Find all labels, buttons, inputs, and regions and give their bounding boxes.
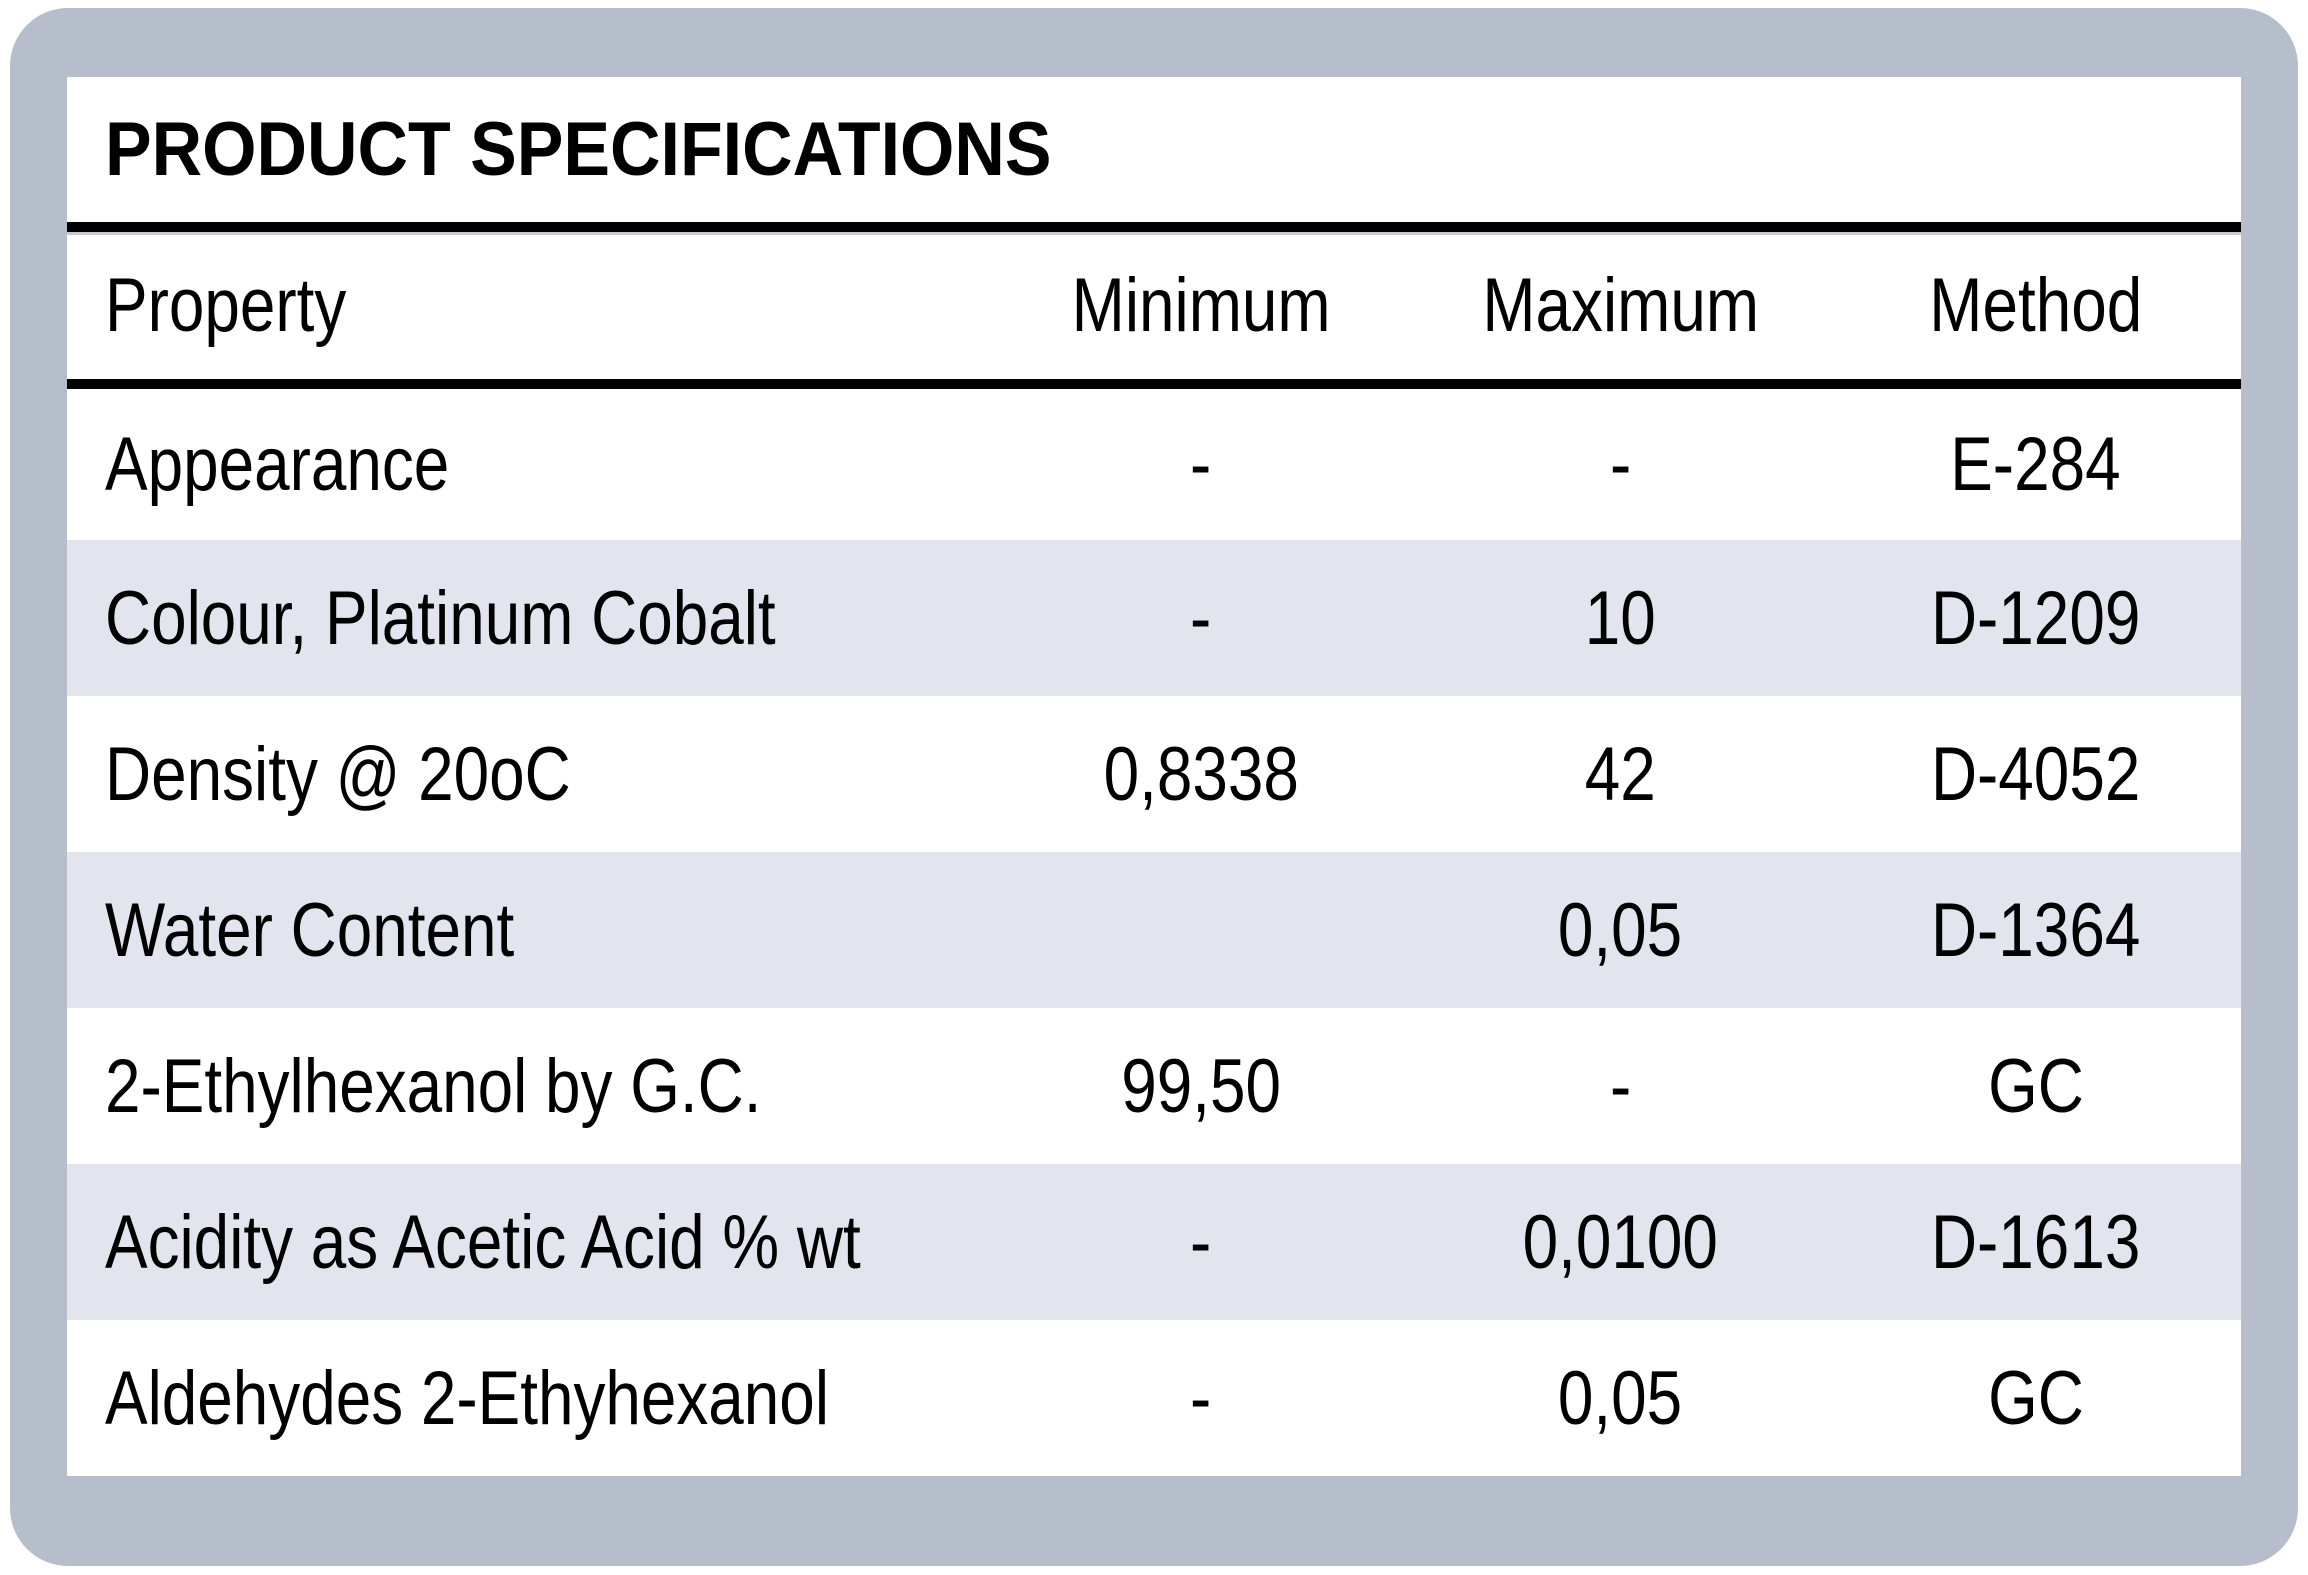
property-cell: Density @ 20oC	[67, 696, 991, 852]
minimum-value: 0,8338	[1103, 731, 1299, 817]
property-value: Appearance	[105, 422, 450, 507]
method-cell: D-4052	[1830, 696, 2241, 852]
method-value: D-1613	[1930, 1199, 2141, 1285]
maximum-value: 42	[1584, 731, 1656, 817]
maximum-cell: 0,05	[1411, 852, 1831, 1008]
minimum-value: -	[1190, 575, 1212, 661]
column-header-maximum-label: Maximum	[1481, 263, 1759, 348]
method-cell: D-1613	[1830, 1164, 2241, 1320]
table-row: Density @ 20oC 0,8338 42 D-4052	[67, 696, 2241, 852]
column-header-maximum: Maximum	[1410, 232, 1831, 389]
minimum-cell: 99,50	[991, 1008, 1411, 1164]
maximum-cell: 0,05	[1411, 1320, 1831, 1476]
table-row: Water Content 0,05 D-1364	[67, 852, 2241, 1008]
method-value: GC	[1987, 1043, 2084, 1129]
table-row: Colour, Platinum Cobalt - 10 D-1209	[67, 540, 2241, 696]
property-value: Acidity as Acetic Acid % wt	[105, 1199, 861, 1285]
minimum-cell: -	[991, 1320, 1411, 1476]
column-header-method-label: Method	[1929, 263, 2143, 348]
property-cell: Appearance	[67, 384, 991, 540]
maximum-value: 0,05	[1558, 887, 1683, 973]
column-header-property-label: Property	[105, 263, 347, 348]
page-title: PRODUCT SPECIFICATIONS	[105, 107, 1052, 192]
minimum-value: -	[1190, 422, 1212, 507]
column-header-minimum: Minimum	[990, 232, 1411, 389]
minimum-value: -	[1190, 1355, 1212, 1441]
spec-card: PRODUCT SPECIFICATIONS Property Minimum …	[67, 77, 2241, 1476]
property-value: Aldehydes 2-Ethyhexanol	[105, 1355, 830, 1441]
method-value: D-1364	[1930, 887, 2141, 973]
maximum-value: -	[1609, 1043, 1631, 1129]
property-cell: Acidity as Acetic Acid % wt	[67, 1164, 991, 1320]
property-value: Water Content	[105, 887, 515, 973]
method-value: GC	[1987, 1355, 2084, 1441]
maximum-value: 0,05	[1558, 1355, 1683, 1441]
property-cell: Water Content	[67, 852, 991, 1008]
property-cell: 2-Ethylhexanol by G.C.	[67, 1008, 991, 1164]
maximum-cell: -	[1411, 384, 1831, 540]
title-rule	[67, 222, 2241, 232]
maximum-value: 10	[1584, 575, 1656, 661]
maximum-cell: 42	[1411, 696, 1831, 852]
maximum-value: 0,0100	[1522, 1199, 1718, 1285]
table-row: Appearance - - E-284	[67, 384, 2241, 540]
method-cell: E-284	[1830, 384, 2241, 540]
column-header-property: Property	[67, 232, 991, 389]
method-cell: GC	[1830, 1008, 2241, 1164]
column-header-minimum-label: Minimum	[1071, 263, 1331, 348]
table-row: Aldehydes 2-Ethyhexanol - 0,05 GC	[67, 1320, 2241, 1476]
minimum-cell	[991, 852, 1411, 1008]
maximum-value: -	[1609, 422, 1631, 507]
method-value: E-284	[1950, 422, 2121, 507]
property-value: 2-Ethylhexanol by G.C.	[105, 1043, 762, 1129]
header-row: Property Minimum Maximum Method	[67, 232, 2241, 389]
property-cell: Colour, Platinum Cobalt	[67, 540, 991, 696]
title-bar: PRODUCT SPECIFICATIONS	[67, 77, 2241, 222]
minimum-cell: 0,8338	[991, 696, 1411, 852]
spec-table: Property Minimum Maximum Method Appearan…	[67, 232, 2241, 1476]
method-cell: D-1209	[1830, 540, 2241, 696]
minimum-cell: -	[991, 1164, 1411, 1320]
maximum-cell: 10	[1411, 540, 1831, 696]
minimum-cell: -	[991, 540, 1411, 696]
property-value: Colour, Platinum Cobalt	[105, 575, 776, 661]
column-header-method: Method	[1830, 232, 2241, 389]
minimum-value: 99,50	[1120, 1043, 1281, 1129]
maximum-cell: 0,0100	[1411, 1164, 1831, 1320]
minimum-value: -	[1190, 1199, 1212, 1285]
property-value: Density @ 20oC	[105, 731, 571, 817]
table-row: Acidity as Acetic Acid % wt - 0,0100 D-1…	[67, 1164, 2241, 1320]
property-cell: Aldehydes 2-Ethyhexanol	[67, 1320, 991, 1476]
minimum-cell: -	[991, 384, 1411, 540]
method-value: D-4052	[1930, 731, 2141, 817]
table-row: 2-Ethylhexanol by G.C. 99,50 - GC	[67, 1008, 2241, 1164]
method-cell: D-1364	[1830, 852, 2241, 1008]
method-value: D-1209	[1930, 575, 2141, 661]
method-cell: GC	[1830, 1320, 2241, 1476]
maximum-cell: -	[1411, 1008, 1831, 1164]
